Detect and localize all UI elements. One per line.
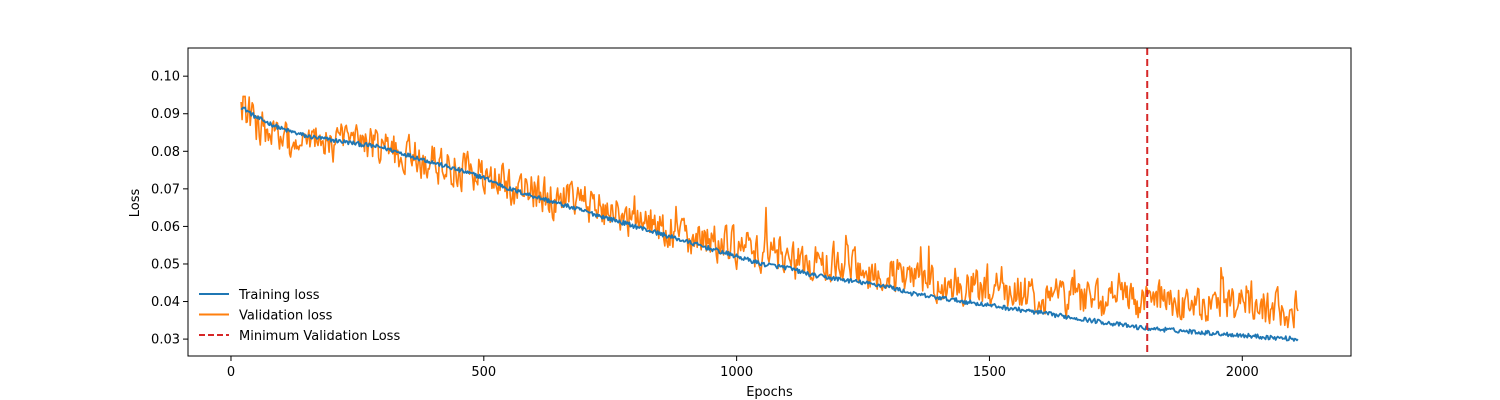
legend: Training loss Validation loss Minimum Va… (199, 288, 400, 344)
y-ticks: 0.03 0.04 0.05 0.06 0.07 0.08 0.09 0.10 (151, 70, 188, 348)
y-tick-label: 0.08 (151, 145, 180, 160)
x-tick-label: 0 (227, 365, 235, 380)
series-layer (240, 95, 1299, 342)
y-tick-label: 0.10 (151, 70, 180, 85)
y-tick-label: 0.05 (151, 257, 180, 272)
x-tick-label: 500 (471, 365, 496, 380)
plot-frame (187, 47, 1352, 357)
legend-label-training: Training loss (238, 288, 320, 303)
y-tick-label: 0.06 (151, 220, 180, 235)
x-tick-label: 1000 (720, 365, 753, 380)
legend-label-validation: Validation loss (239, 309, 333, 324)
validation-loss-line (240, 95, 1299, 329)
y-tick-label: 0.07 (151, 182, 180, 197)
x-tick-label: 1500 (973, 365, 1006, 380)
y-axis-label: Loss (128, 189, 143, 218)
x-axis-label: Epochs (746, 385, 793, 400)
x-ticks: 0 500 1000 1500 2000 (227, 356, 1259, 380)
y-tick-label: 0.04 (151, 295, 180, 310)
training-loss-line (240, 106, 1299, 342)
y-tick-label: 0.03 (151, 333, 180, 348)
x-tick-label: 2000 (1226, 365, 1259, 380)
legend-label-min-val: Minimum Validation Loss (239, 329, 400, 344)
y-tick-label: 0.09 (151, 107, 180, 122)
